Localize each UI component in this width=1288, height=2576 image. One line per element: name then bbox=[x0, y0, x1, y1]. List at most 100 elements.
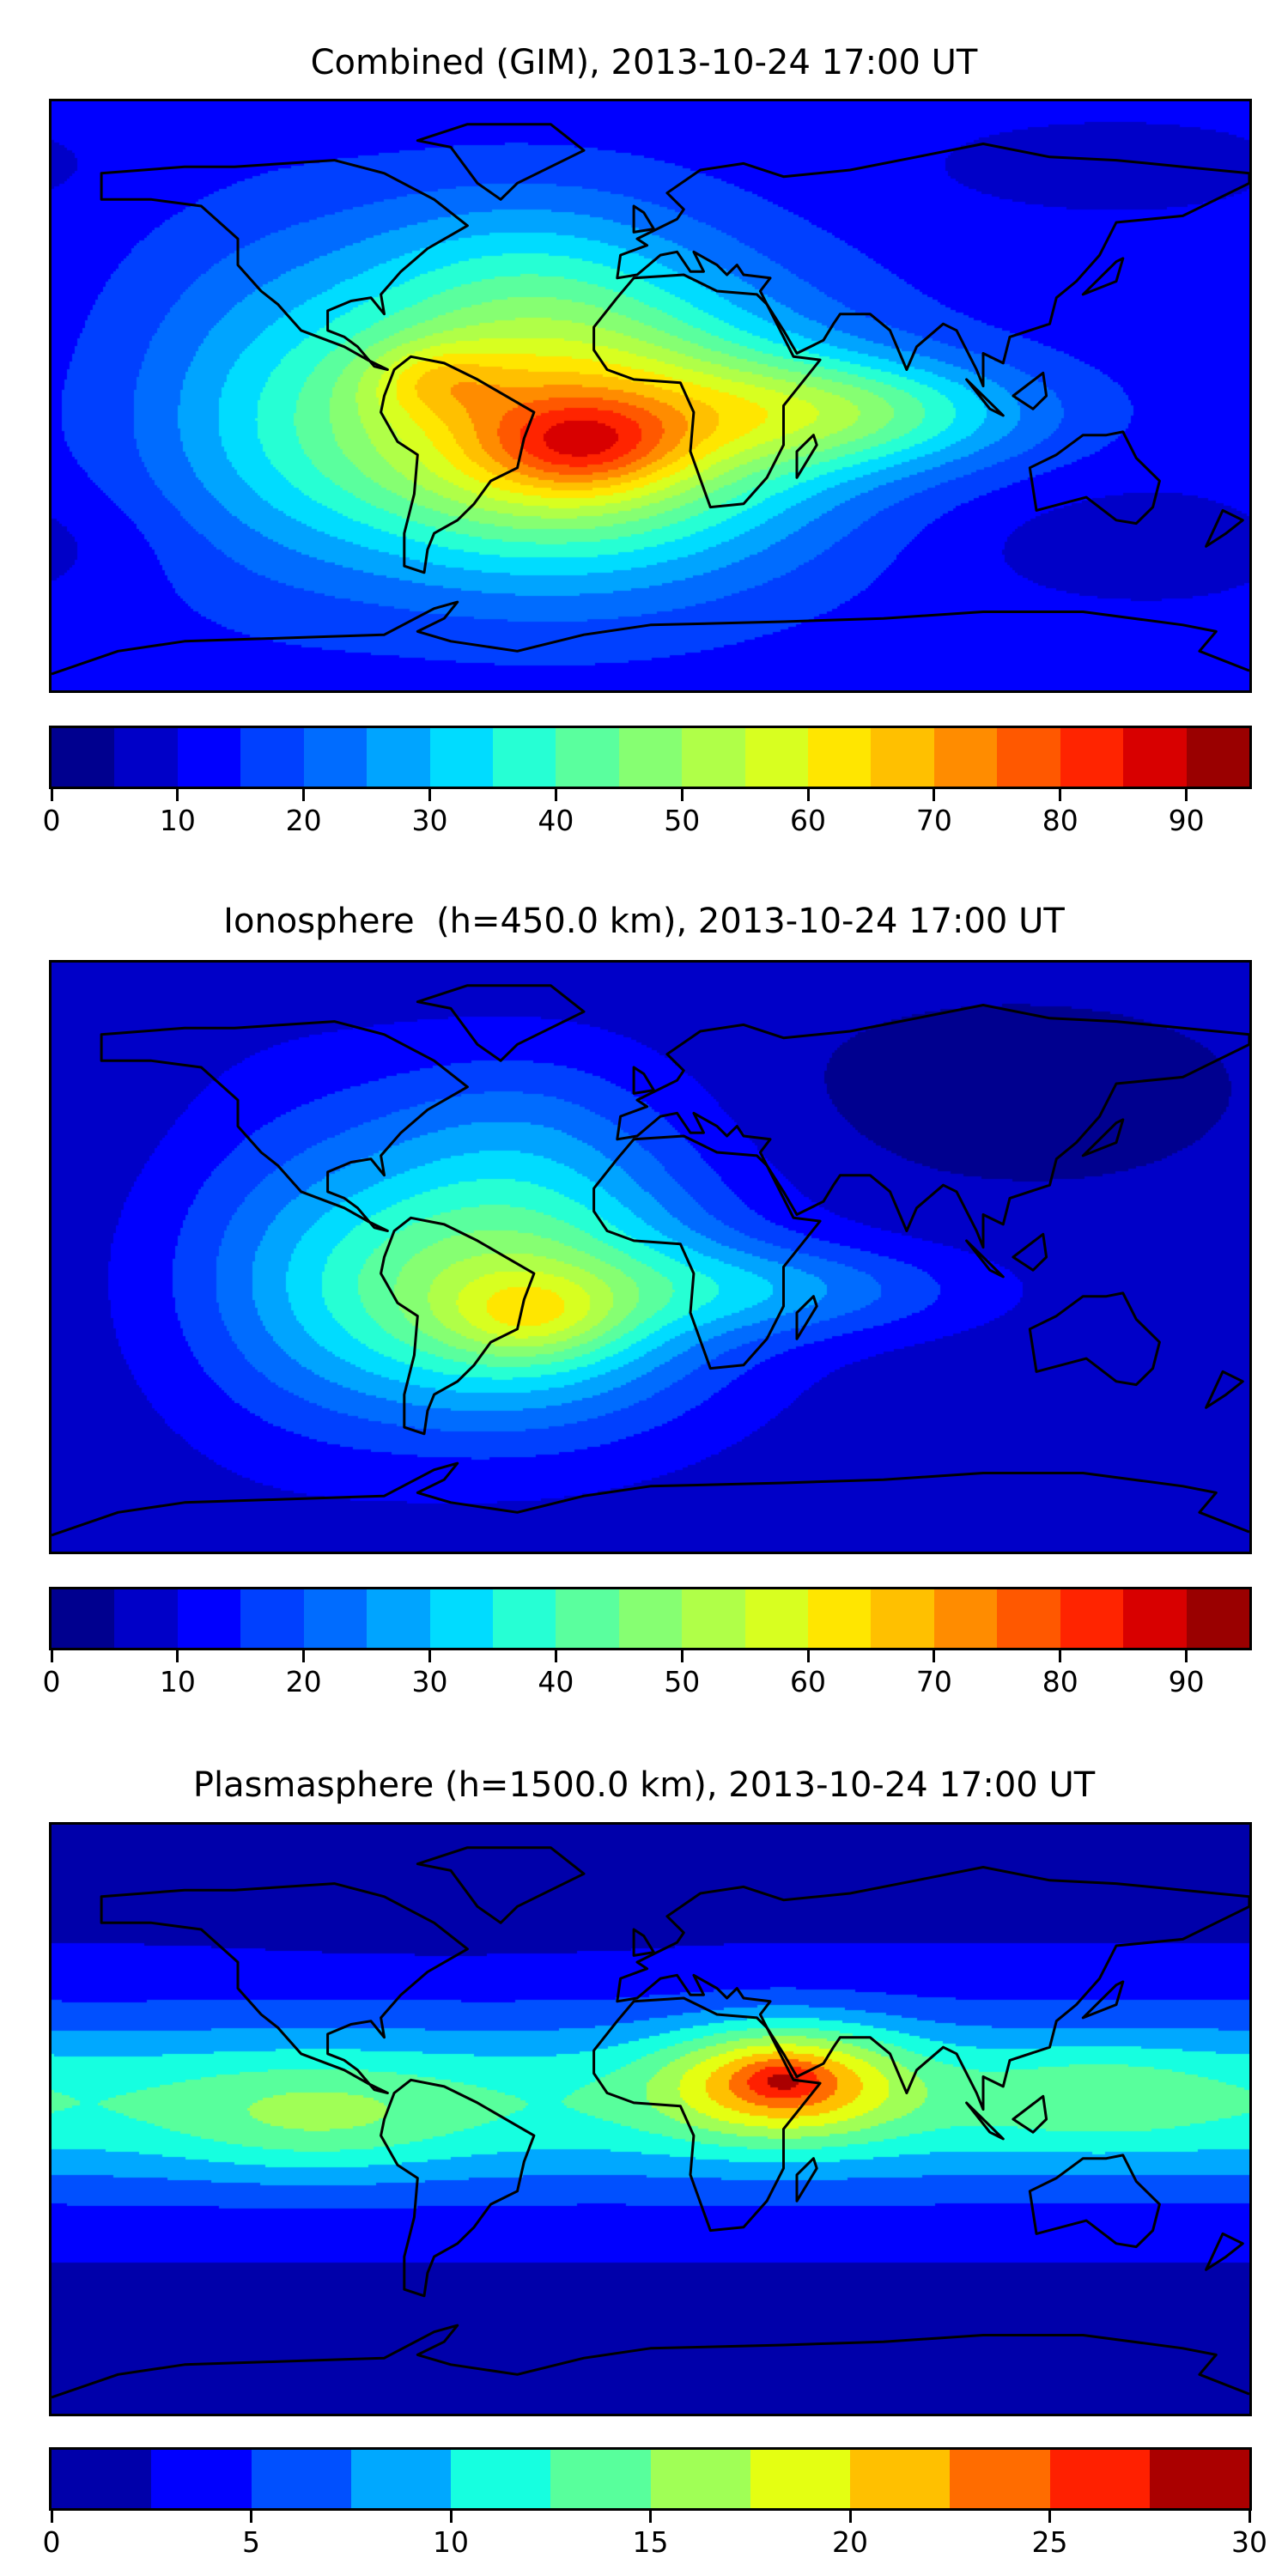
contour-field bbox=[52, 101, 1249, 690]
coastline-south-america bbox=[380, 355, 536, 574]
colorbar-segment bbox=[1186, 728, 1250, 787]
colorbar-tick-label: 60 bbox=[790, 1665, 827, 1698]
colorbar-tick-label: 60 bbox=[790, 804, 827, 837]
colorbar-tick-label: 30 bbox=[411, 1665, 448, 1698]
contour-field bbox=[52, 1825, 1249, 2414]
colorbar-tick-label: 90 bbox=[1168, 804, 1205, 837]
colorbar bbox=[49, 2447, 1252, 2511]
colorbar-tick bbox=[302, 1650, 306, 1662]
colorbar-tick bbox=[176, 789, 179, 801]
colorbar-tick-label: 30 bbox=[1231, 2525, 1267, 2559]
coastlines bbox=[52, 984, 1249, 1537]
colorbar-segment bbox=[556, 728, 619, 787]
colorbar-tick bbox=[1185, 789, 1188, 801]
colorbar-tick-label: 10 bbox=[433, 2525, 469, 2559]
coastline-madagascar bbox=[795, 434, 818, 479]
colorbar-segment bbox=[240, 728, 304, 787]
colorbar-tick bbox=[848, 2511, 852, 2523]
colorbar-segment bbox=[429, 1589, 493, 1648]
colorbar-segment bbox=[933, 1589, 998, 1648]
colorbar-segment bbox=[350, 2450, 451, 2508]
coastline-sumatra bbox=[965, 1239, 1005, 1279]
colorbar-tick-label: 10 bbox=[159, 1665, 196, 1698]
coastline-japan bbox=[1081, 1980, 1125, 2020]
colorbar-segment bbox=[114, 1589, 178, 1648]
colorbar-tick-label: 25 bbox=[1031, 2525, 1068, 2559]
colorbar-segment bbox=[871, 728, 934, 787]
colorbar-tick-label: 30 bbox=[411, 804, 448, 837]
colorbar-segment bbox=[1123, 728, 1187, 787]
coastline-japan bbox=[1081, 1118, 1125, 1157]
coastline-south-america bbox=[380, 1216, 536, 1436]
coastline-australia bbox=[1028, 430, 1161, 526]
map-plot bbox=[49, 960, 1252, 1554]
coastline-antarctica bbox=[52, 2324, 1249, 2399]
colorbar-segment bbox=[1049, 2450, 1150, 2508]
coastline-north-america bbox=[100, 1882, 469, 2094]
coastline-north-america bbox=[100, 1020, 469, 1232]
colorbar-segment bbox=[997, 1589, 1060, 1648]
colorbar bbox=[49, 726, 1252, 789]
colorbar-segment bbox=[1060, 728, 1124, 787]
colorbar-segment bbox=[550, 2450, 651, 2508]
colorbar-segment bbox=[429, 728, 493, 787]
colorbar-segment bbox=[750, 2450, 850, 2508]
coastline-australia bbox=[1028, 2154, 1161, 2249]
colorbar-tick bbox=[1185, 1650, 1188, 1662]
colorbar-tick-label: 40 bbox=[538, 1665, 574, 1698]
coastline-africa bbox=[592, 273, 822, 509]
coastline-new-zealand bbox=[1205, 1370, 1244, 1409]
colorbar-tick-label: 70 bbox=[915, 1665, 952, 1698]
colorbar-tick-label: 20 bbox=[285, 804, 322, 837]
colorbar-tick bbox=[806, 1650, 810, 1662]
coastline-madagascar bbox=[795, 2157, 818, 2202]
coastline-japan bbox=[1081, 257, 1125, 296]
colorbar-segment bbox=[151, 2450, 252, 2508]
coastline-greenland bbox=[416, 984, 586, 1062]
colorbar-segment bbox=[950, 2450, 1050, 2508]
coastline-britain bbox=[632, 204, 655, 234]
colorbar-segment bbox=[1149, 2450, 1249, 2508]
colorbar-segment bbox=[367, 728, 430, 787]
colorbar-segment bbox=[1123, 1589, 1187, 1648]
coastline-borneo bbox=[1012, 371, 1048, 410]
colorbar-segment bbox=[251, 2450, 351, 2508]
coastline-madagascar bbox=[795, 1295, 818, 1340]
colorbar-segment bbox=[871, 1589, 934, 1648]
colorbar-tick bbox=[680, 1650, 683, 1662]
colorbar-segment bbox=[52, 2450, 152, 2508]
colorbar-segment bbox=[744, 728, 809, 787]
colorbar-tick bbox=[176, 1650, 179, 1662]
coastlines bbox=[52, 123, 1249, 676]
colorbar-tick-label: 50 bbox=[664, 804, 701, 837]
colorbar-segment bbox=[808, 1589, 872, 1648]
colorbar-tick bbox=[554, 789, 557, 801]
coastline-new-zealand bbox=[1205, 2232, 1244, 2271]
colorbar-tick bbox=[806, 789, 810, 801]
colorbar-tick bbox=[1059, 1650, 1062, 1662]
colorbar-segment bbox=[997, 728, 1060, 787]
colorbar-segment bbox=[682, 728, 745, 787]
colorbar-segment bbox=[52, 1589, 115, 1648]
colorbar bbox=[49, 1587, 1252, 1650]
colorbar-tick-label: 90 bbox=[1168, 1665, 1205, 1698]
colorbar-tick bbox=[1048, 2511, 1051, 2523]
coastline-sumatra bbox=[965, 2101, 1005, 2141]
coastline-britain bbox=[632, 1928, 655, 1957]
coastline-north-america bbox=[100, 159, 469, 371]
colorbar-segment bbox=[650, 2450, 750, 2508]
colorbar-tick-label: 20 bbox=[285, 1665, 322, 1698]
colorbar-tick-label: 80 bbox=[1042, 804, 1078, 837]
chart-title: Combined (GIM), 2013-10-24 17:00 UT bbox=[310, 43, 978, 82]
coastline-borneo bbox=[1012, 2094, 1048, 2134]
colorbar-tick bbox=[649, 2511, 652, 2523]
colorbar-tick-label: 15 bbox=[632, 2525, 669, 2559]
coastline-new-zealand bbox=[1205, 508, 1244, 548]
colorbar-tick-label: 0 bbox=[42, 1665, 61, 1698]
colorbar-tick bbox=[50, 2511, 53, 2523]
colorbar-segment bbox=[114, 728, 178, 787]
colorbar-tick bbox=[50, 1650, 53, 1662]
contour-field bbox=[52, 963, 1249, 1552]
colorbar-segment bbox=[808, 728, 872, 787]
coastline-africa bbox=[592, 1134, 822, 1370]
